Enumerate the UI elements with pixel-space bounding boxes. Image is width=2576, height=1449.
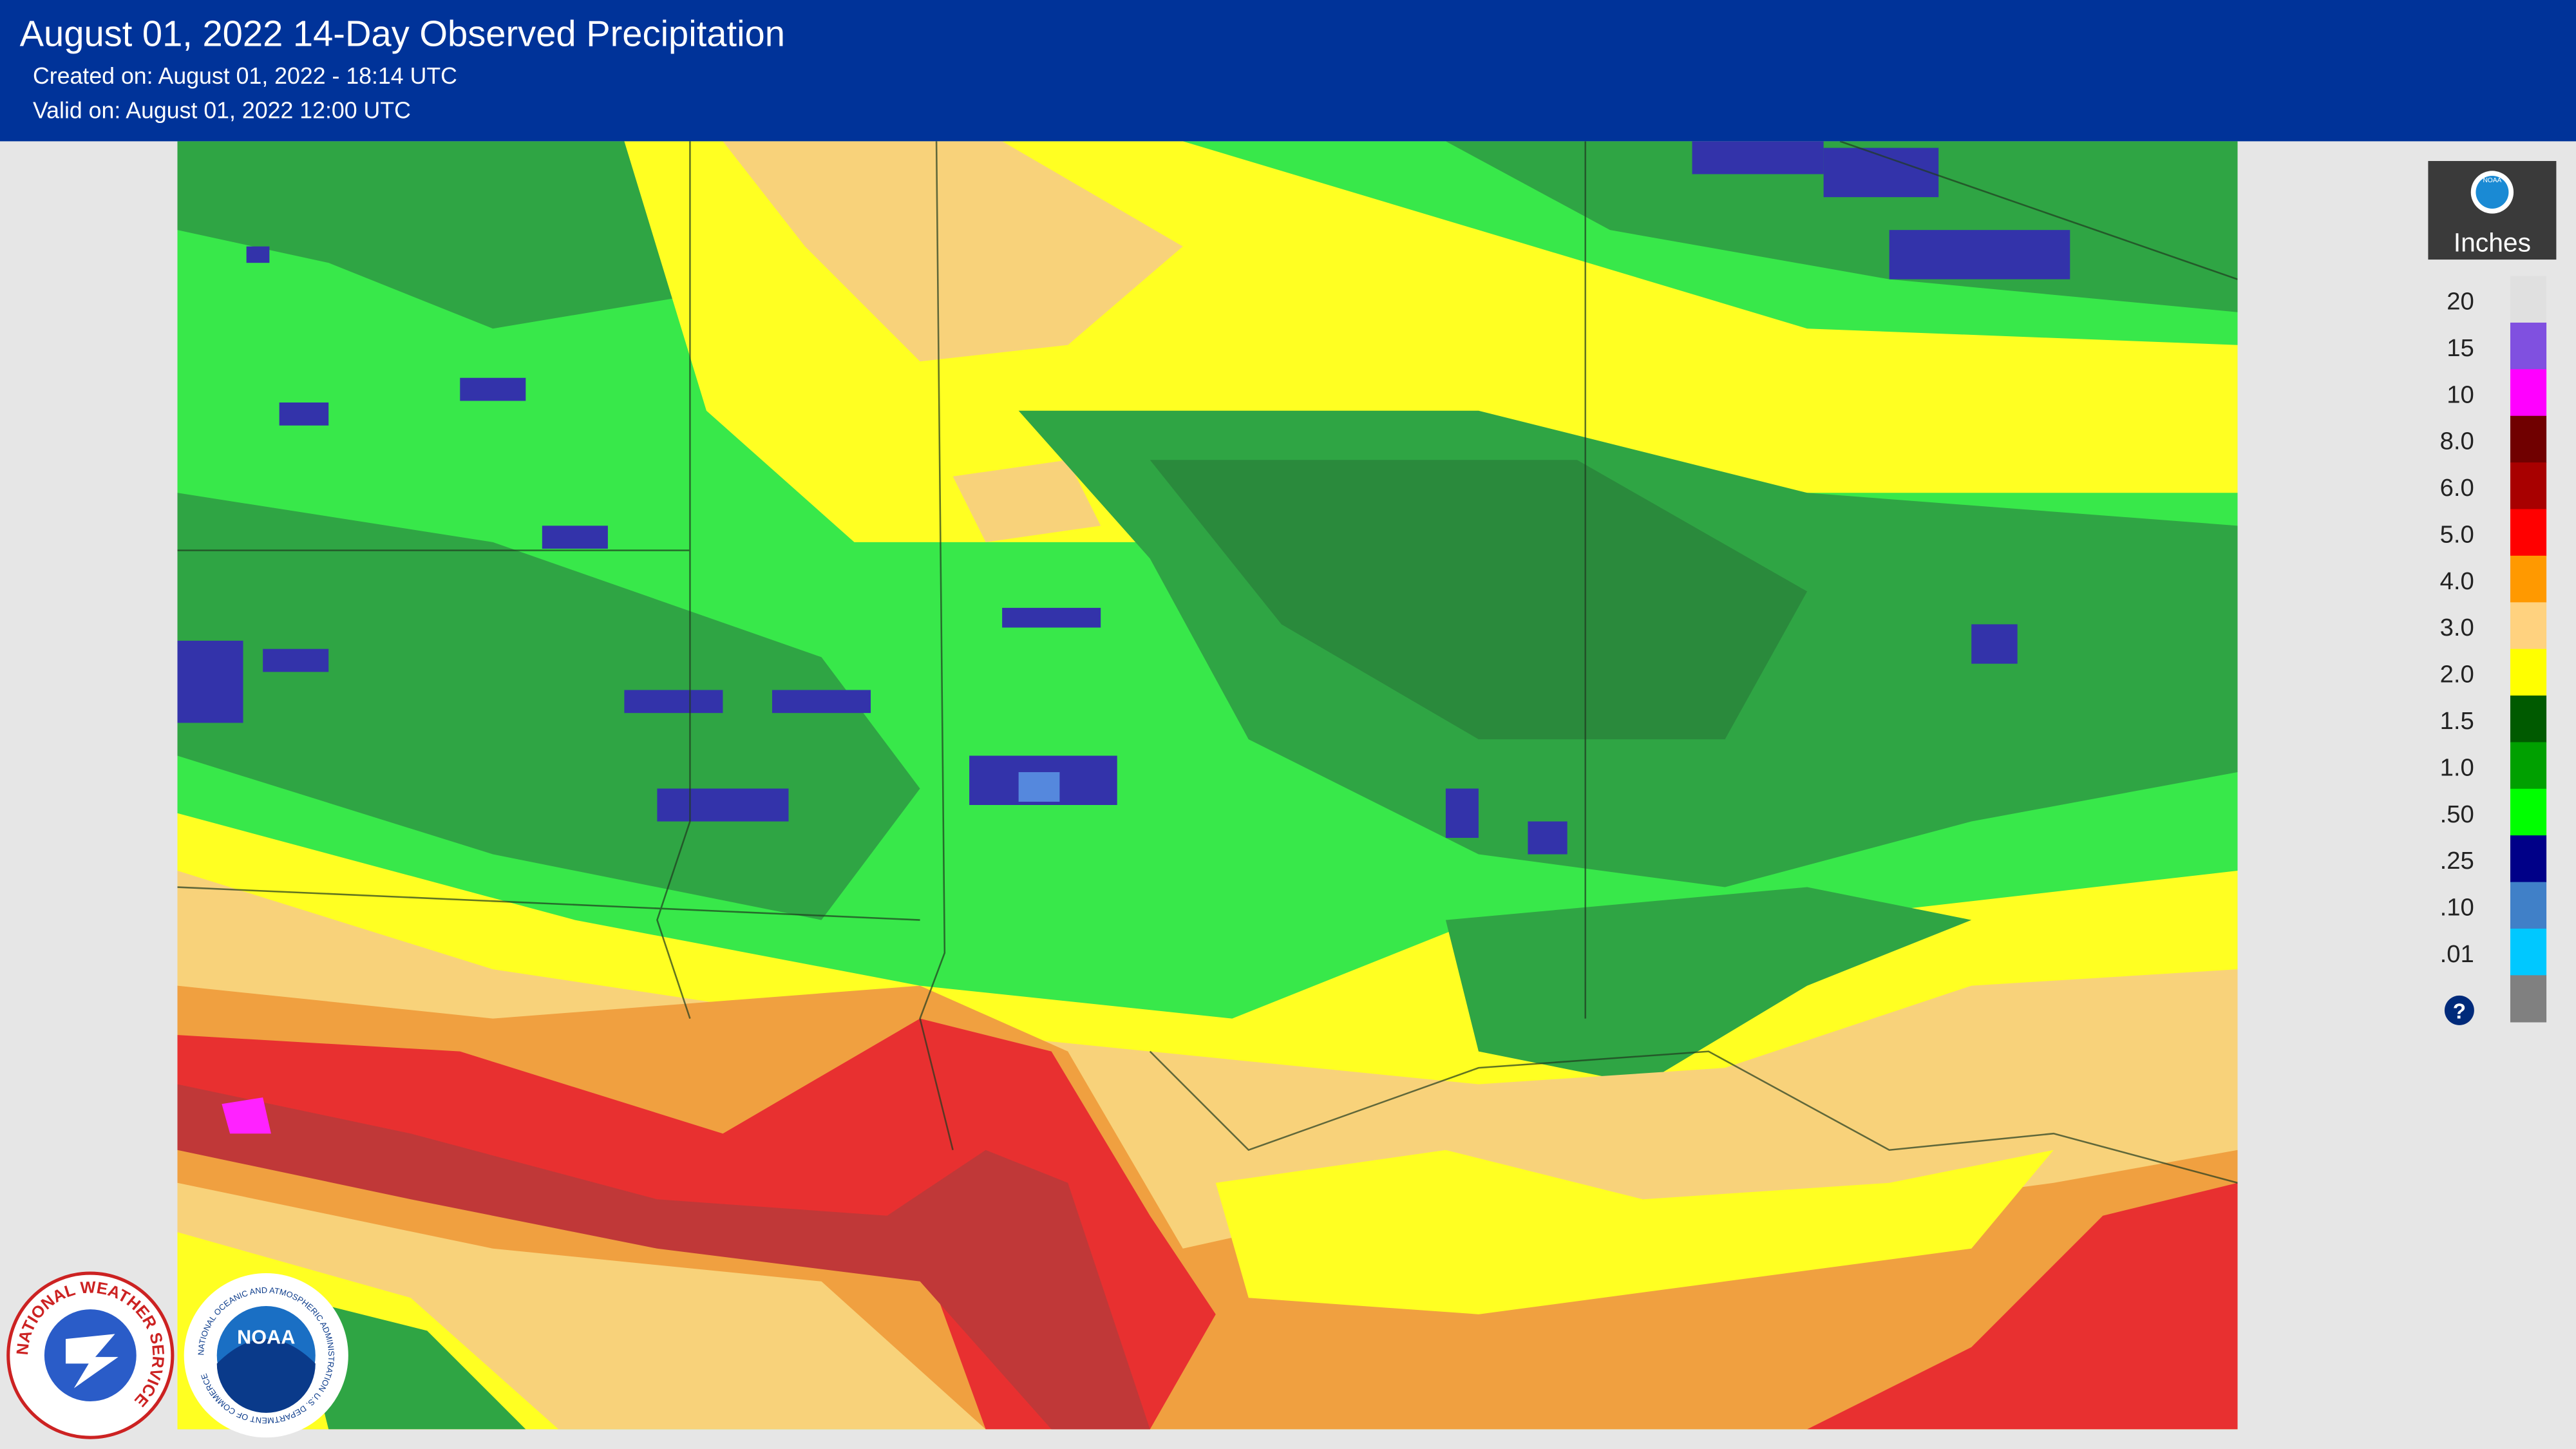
noaa-logo: NOAA NATIONAL OCEANIC AND ATMOSPHERIC AD… [184,1273,348,1438]
legend-swatch [2510,975,2547,1023]
legend-swatch [2510,369,2547,417]
legend-label: 6.0 [2440,474,2474,502]
legend-label: 1.0 [2440,753,2474,781]
legend-label: .50 [2440,800,2474,828]
noaa-label: NOAA [237,1327,295,1349]
legend-swatch [2510,322,2547,370]
legend-swatch [2510,696,2547,743]
help-button[interactable] [2444,995,2474,1025]
legend-swatch [2510,509,2547,556]
legend-swatch [2510,602,2547,650]
legend-label: 1.5 [2440,707,2474,735]
legend-label: .01 [2440,940,2474,968]
legend-swatch [2510,928,2547,976]
legend-swatch [2510,788,2547,836]
legend-swatch [2510,555,2547,603]
legend-swatch [2510,276,2547,323]
legend-label: 3.0 [2440,614,2474,641]
legend-unit: Inches [2454,227,2531,257]
valid-time: Valid on: August 01, 2022 12:00 UTC [33,98,411,124]
legend-swatch [2510,882,2547,929]
legend: NOAA Inches 20 15 10 8.0 6.0 5.0 4.0 3.0 2.0 1.5 1… [2428,161,2557,1025]
legend-label: 15 [2447,334,2474,362]
legend-swatch [2510,649,2547,696]
legend-label: .25 [2440,847,2474,875]
legend-swatch [2510,742,2547,790]
noaa-mini-label: NOAA [2483,177,2501,184]
precip-map [177,141,2238,1430]
title: August 01, 2022 14-Day Observed Precipit… [20,13,785,53]
legend-label: 2.0 [2440,661,2474,688]
legend-label: 5.0 [2440,520,2474,548]
legend-label: .10 [2440,894,2474,922]
nws-logo: NATIONAL WEATHER SERVICE [6,1271,175,1439]
created-time: Created on: August 01, 2022 - 18:14 UTC [33,63,457,89]
legend-swatch [2510,415,2547,463]
legend-swatch [2510,835,2547,883]
legend-label: 20 [2447,288,2474,316]
legend-label: 4.0 [2440,567,2474,595]
noaa-mini-logo-inner [2476,175,2509,209]
legend-label: 10 [2447,381,2474,408]
legend-label: 8.0 [2440,428,2474,455]
help-label[interactable]: ? [2453,1000,2466,1024]
header-bar [0,0,2576,142]
legend-swatch [2510,462,2547,510]
